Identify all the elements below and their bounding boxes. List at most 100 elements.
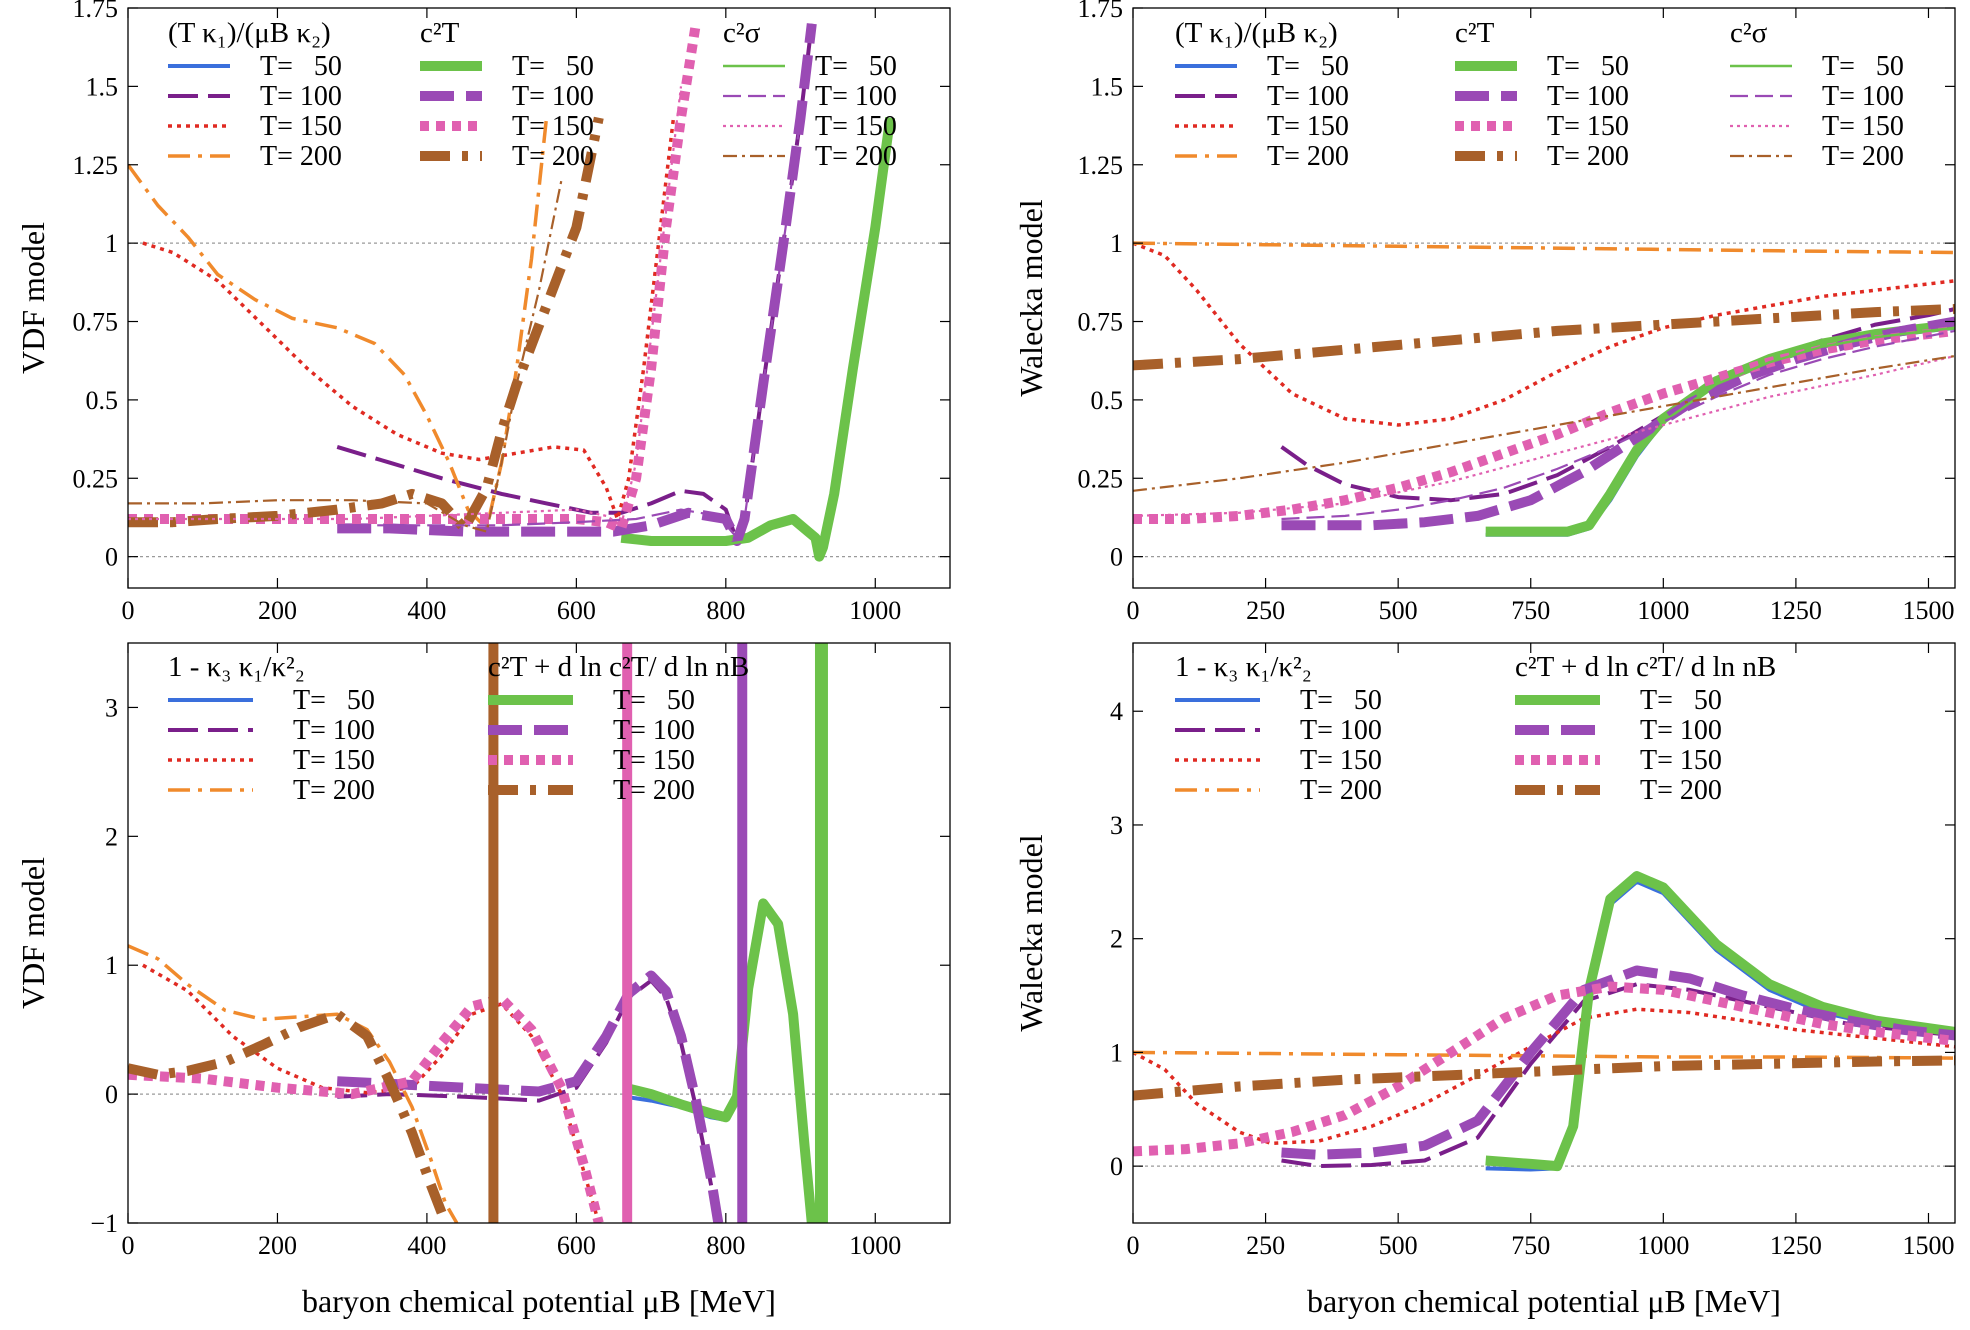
axis-ticks: 0 250 500 750 1000 1250 1500 0 1 2 3 4	[1110, 643, 1955, 1260]
legend-group-title: c²T + d ln c²T/ d ln nB	[1515, 651, 1776, 683]
legend-label: T= 200	[1640, 775, 1722, 806]
x-tick-label: 1250	[1770, 596, 1822, 625]
legend-group-title: (T κ₁)/(μB κ₂)	[168, 17, 331, 49]
series-line	[352, 117, 802, 539]
y-tick-label: 0.5	[1091, 386, 1124, 415]
series-line	[1485, 871, 1955, 1172]
data-series	[128, 22, 896, 562]
y-tick-label: 0	[105, 543, 118, 572]
data-series	[128, 643, 828, 1223]
plot-frame	[127, 642, 951, 1224]
series-line	[128, 116, 604, 534]
x-tick-label: 0	[122, 1231, 135, 1260]
x-axis-label: baryon chemical potential μB [MeV]	[302, 1283, 776, 1319]
x-tick-label: 800	[706, 596, 745, 625]
series-line	[621, 227, 877, 558]
x-tick-label: 0	[1127, 1231, 1140, 1260]
series-line	[128, 117, 549, 531]
x-tick-label: 1500	[1902, 596, 1954, 625]
legend-label: T= 150	[1300, 745, 1382, 776]
y-tick-label: −1	[90, 1209, 118, 1238]
series-line	[1280, 307, 1955, 503]
legend-group-title: c²σ	[1730, 17, 1768, 49]
legend-label: T= 100	[1300, 715, 1382, 746]
legend-label: T= 100	[1822, 81, 1904, 112]
x-tick-label: 250	[1246, 1231, 1285, 1260]
series-line	[1133, 981, 1955, 1157]
legend-label: T= 50	[1547, 51, 1629, 82]
x-tick-label: 400	[407, 596, 446, 625]
y-tick-label: 1.25	[73, 151, 119, 180]
series-line	[1133, 1050, 1955, 1060]
legend-label: T= 100	[1267, 81, 1349, 112]
legend-label: T= 50	[613, 685, 695, 716]
legend-label: T= 100	[512, 81, 594, 112]
x-tick-label: 600	[557, 596, 596, 625]
legend-label: T= 50	[293, 685, 375, 716]
legend-label: T= 100	[815, 81, 897, 112]
panel-top-right: 0 250 500 750 1000 1250 1500 0 0.25 0.5 0.75 1 1.25 1…	[1013, 0, 1956, 625]
legend-group-title: 1 - κ₃ κ₁/κ²₂	[1175, 651, 1312, 683]
plot-area	[1132, 642, 1956, 1224]
x-tick-label: 750	[1511, 596, 1550, 625]
y-tick-label: 3	[1110, 811, 1123, 840]
legend-label: T= 150	[815, 111, 897, 142]
legend-label: T= 200	[1822, 141, 1904, 172]
legend-label: T= 150	[260, 111, 342, 142]
axis-ticks: 0 200 400 600 800 1000 0 0.25 0.5 0.75 1 1.25 1.5 1.7…	[73, 0, 950, 625]
legend-group-title: c²T	[1455, 17, 1495, 49]
x-tick-label: 250	[1246, 596, 1285, 625]
x-tick-label: 1000	[849, 1231, 901, 1260]
y-tick-label: 0.75	[1078, 308, 1124, 337]
series-line	[142, 117, 676, 521]
x-tick-label: 600	[557, 1231, 596, 1260]
legend-label: T= 50	[1822, 51, 1904, 82]
legend-label: T= 50	[1267, 51, 1349, 82]
legend-group-title: (T κ₁)/(μB κ₂)	[1175, 17, 1338, 49]
plot-frame	[127, 7, 951, 589]
legend-label: T= 50	[512, 51, 594, 82]
x-tick-label: 800	[706, 1231, 745, 1260]
legend-label: T= 200	[293, 775, 375, 806]
legend-label: T= 50	[1300, 685, 1382, 716]
plot-area	[127, 7, 951, 589]
x-tick-label: 500	[1379, 1231, 1418, 1260]
series-line	[128, 86, 683, 527]
legend-label: T= 200	[815, 141, 897, 172]
x-axis-label: baryon chemical potential μB [MeV]	[1307, 1283, 1781, 1319]
x-tick-label: 1000	[849, 596, 901, 625]
series-line	[620, 117, 896, 562]
x-tick-label: 750	[1511, 1231, 1550, 1260]
panel-bottom-right: 0 250 500 750 1000 1250 1500 0 1 2 3 4 Walecka mode…	[1013, 642, 1956, 1319]
series-line	[1485, 319, 1955, 537]
y-axis-label: VDF model	[15, 857, 51, 1009]
legend-group-title: c²T	[420, 17, 460, 49]
data-series	[1133, 241, 1955, 537]
legend-label: T= 200	[1547, 141, 1629, 172]
y-tick-label: 0.5	[86, 386, 119, 415]
series-line	[1281, 329, 1955, 521]
series-line	[1133, 241, 1955, 255]
axis-ticks: 0 250 500 750 1000 1250 1500 0 0.25 0.5 0.75 1 1.25 1…	[1078, 0, 1955, 625]
y-tick-label: 0.25	[73, 464, 119, 493]
y-axis-label: Walecka model	[1013, 834, 1049, 1031]
x-tick-label: 200	[258, 1231, 297, 1260]
legend-label: T= 100	[1547, 81, 1629, 112]
legend-label: T= 150	[1267, 111, 1349, 142]
y-tick-label: 1.75	[1078, 0, 1124, 23]
series-line	[128, 993, 604, 1223]
plot-area	[127, 642, 951, 1224]
y-tick-label: 0	[105, 1080, 118, 1109]
legend-label: T= 200	[260, 141, 342, 172]
legend-label: T= 150	[293, 745, 375, 776]
y-tick-label: 1.5	[1091, 72, 1124, 101]
series-line	[128, 1009, 451, 1223]
legend-label: T= 50	[1640, 685, 1722, 716]
series-line	[128, 22, 701, 534]
plot-frame	[1132, 7, 1956, 589]
